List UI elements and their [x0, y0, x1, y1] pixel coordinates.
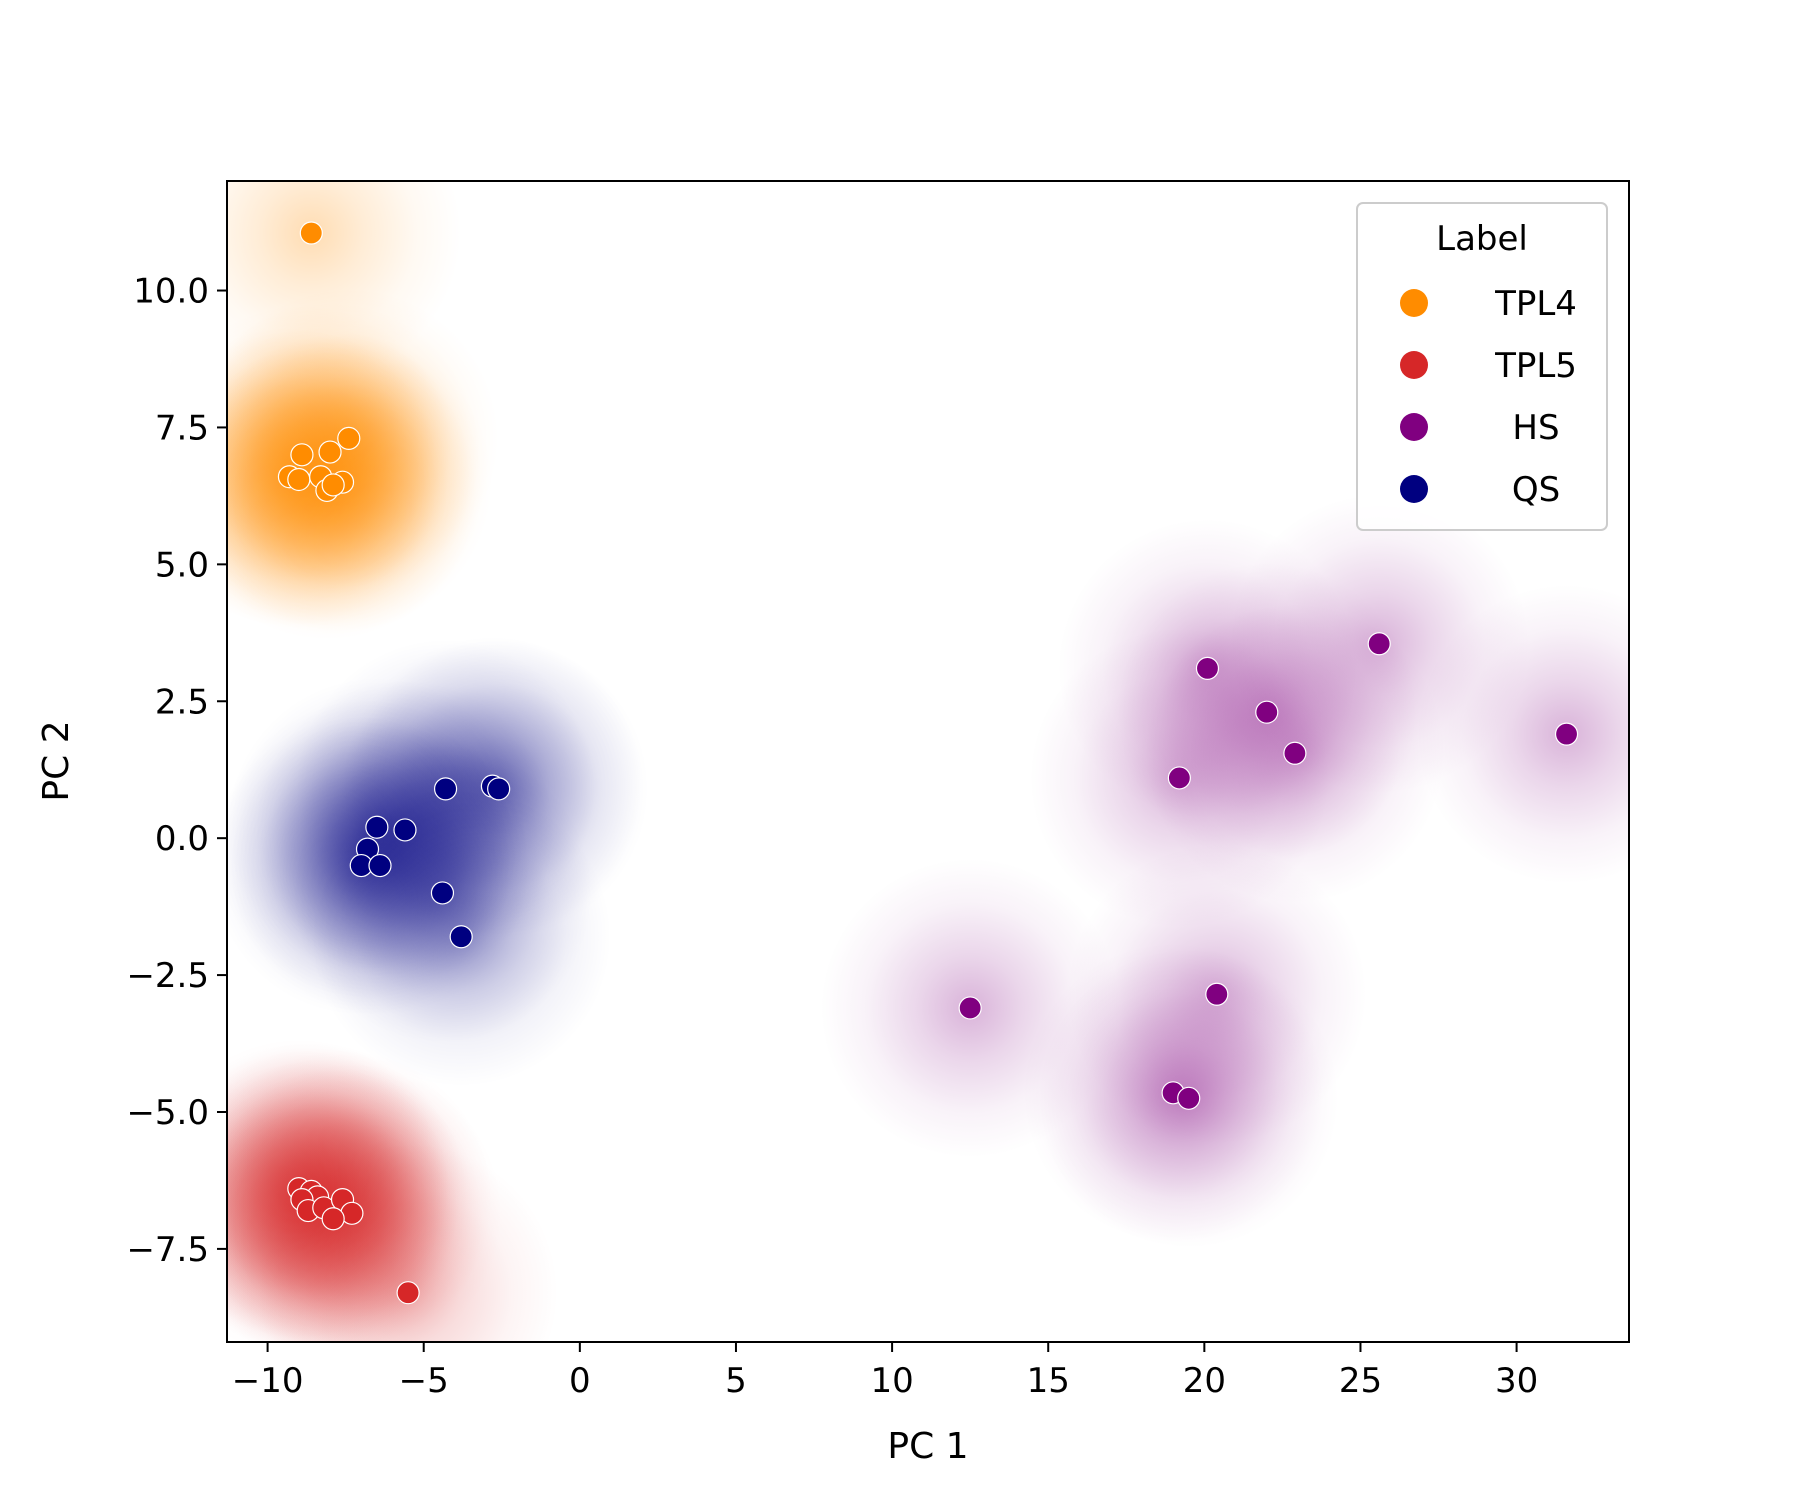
point-qs [393, 818, 417, 842]
x-axis-ticks: −10 −5 0 5 10 15 20 25 30 [232, 1342, 1538, 1401]
y-tick-label: −2.5 [126, 956, 209, 996]
x-tick-label: 5 [725, 1361, 747, 1401]
density-glow-hs [1416, 584, 1629, 885]
y-tick-label: 2.5 [155, 682, 209, 722]
legend-label-qs: QS [1512, 470, 1560, 510]
point-hs [1283, 741, 1307, 765]
x-tick-label: 15 [1027, 1361, 1070, 1401]
legend: Label TPL4 TPL5 HS QS [1356, 202, 1608, 531]
point-hs [958, 996, 982, 1020]
x-tick-label: 10 [870, 1361, 913, 1401]
point-tpl4 [321, 473, 345, 497]
point-hs [1554, 722, 1579, 746]
point-qs [449, 925, 473, 949]
legend-marker-tpl4 [1400, 289, 1428, 317]
point-tpl4 [287, 467, 311, 492]
point-hs [1177, 1086, 1201, 1110]
legend-marker-tpl5 [1400, 351, 1428, 379]
y-axis-ticks: −7.5 −5.0 −2.5 0.0 2.5 5.0 7.5 10.0 [126, 272, 227, 1270]
x-tick-label: 20 [1183, 1361, 1226, 1401]
x-tick-label: 0 [569, 1361, 591, 1401]
point-qs [433, 777, 458, 801]
x-tick-label: −5 [399, 1361, 449, 1401]
point-qs [368, 853, 392, 878]
x-tick-label: 25 [1339, 1361, 1382, 1401]
y-tick-label: 7.5 [155, 408, 209, 448]
point-hs [1255, 700, 1279, 724]
point-tpl4 [299, 221, 323, 245]
density-glow-tpl5 [258, 1142, 559, 1342]
legend-label-hs: HS [1512, 408, 1559, 448]
legend-label-tpl4: TPL4 [1494, 284, 1577, 324]
point-hs [1367, 632, 1391, 656]
point-tpl5 [321, 1207, 345, 1231]
point-hs [1195, 656, 1220, 681]
y-tick-label: −7.5 [126, 1230, 209, 1270]
legend-title: Label [1436, 219, 1528, 259]
x-axis-label: PC 1 [887, 1426, 968, 1467]
point-tpl4 [290, 443, 314, 467]
point-tpl4 [318, 440, 342, 464]
scatter-points-layer [277, 221, 1579, 1305]
y-tick-label: 5.0 [155, 545, 209, 585]
legend-marker-qs [1400, 475, 1428, 503]
x-tick-label: −10 [232, 1361, 304, 1401]
y-tick-label: 0.0 [155, 819, 209, 859]
y-tick-label: 10.0 [133, 272, 209, 312]
point-qs [365, 815, 389, 839]
point-hs [1205, 982, 1229, 1006]
point-hs [1167, 766, 1191, 790]
y-axis-label: PC 2 [36, 720, 77, 801]
x-tick-label: 30 [1495, 1361, 1538, 1401]
legend-box [1356, 202, 1608, 531]
plot-frame [226, 180, 1630, 1343]
legend-label-tpl5: TPL5 [1494, 346, 1577, 386]
density-glow-tpl4 [227, 334, 484, 635]
point-tpl4 [337, 426, 361, 450]
y-tick-label: −5.0 [126, 1093, 209, 1133]
point-qs [487, 777, 511, 801]
point-tpl5 [396, 1281, 420, 1305]
point-qs [430, 881, 455, 905]
legend-marker-hs [1400, 413, 1428, 441]
